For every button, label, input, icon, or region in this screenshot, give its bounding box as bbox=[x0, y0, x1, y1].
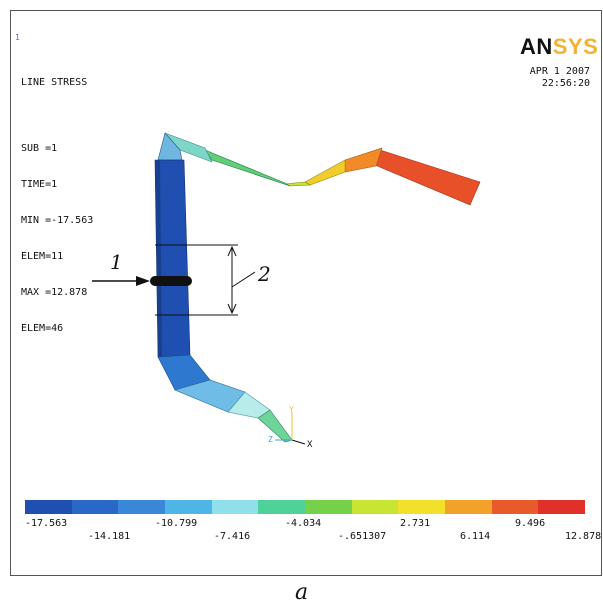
timestamp: APR 1 2007 22:56:20 bbox=[480, 66, 590, 90]
pointer-arrowhead-1 bbox=[136, 276, 150, 286]
legend-swatch bbox=[398, 500, 446, 514]
window-number: 1 bbox=[15, 33, 20, 42]
beam-segment-yellow bbox=[304, 159, 346, 186]
legend-tick-label: 2.731 bbox=[400, 518, 431, 529]
timestamp-time: 22:56:20 bbox=[541, 78, 590, 89]
figure-caption: a bbox=[294, 580, 309, 605]
legend-swatch bbox=[445, 500, 492, 514]
triad-x-axis bbox=[291, 439, 306, 445]
legend-tick-label: 9.496 bbox=[515, 518, 546, 529]
leader-line-2 bbox=[231, 271, 256, 288]
legend-swatch bbox=[491, 500, 539, 514]
legend-swatch bbox=[165, 500, 212, 514]
triad-z-label: Z bbox=[268, 435, 273, 444]
node-marker bbox=[150, 276, 192, 286]
info-min: MIN =-17.563 bbox=[21, 215, 94, 226]
graphics-window bbox=[10, 10, 602, 576]
dimension-arrowhead-top bbox=[227, 245, 237, 257]
legend-tick-label: 12.878 bbox=[565, 531, 602, 542]
beam-vertical-shade bbox=[155, 160, 162, 357]
info-max-elem: ELEM=46 bbox=[21, 323, 64, 334]
legend-swatch bbox=[305, 500, 352, 514]
triad-x-label: X bbox=[307, 440, 313, 450]
legend-tick-label: -4.034 bbox=[285, 518, 322, 529]
annotation-label-2: 2 bbox=[258, 262, 271, 286]
color-legend-bar bbox=[25, 500, 586, 514]
result-info-block: LINE STRESS SUB =1 TIME=1 MIN =-17.563 E… bbox=[21, 53, 93, 347]
logo-part-2: SYS bbox=[552, 34, 599, 59]
dimension-arrowhead-bottom bbox=[227, 303, 237, 315]
beam-segment-orange bbox=[344, 147, 383, 173]
legend-swatch bbox=[71, 500, 119, 514]
info-time: TIME=1 bbox=[21, 179, 58, 190]
legend-swatch bbox=[118, 500, 166, 514]
info-substep: SUB =1 bbox=[21, 143, 58, 154]
triad-y-label: Y bbox=[289, 405, 294, 414]
logo-part-1: AN bbox=[520, 34, 553, 59]
info-min-elem: ELEM=11 bbox=[21, 251, 64, 262]
legend-swatch bbox=[351, 500, 399, 514]
legend-tick-label: 6.114 bbox=[460, 531, 491, 542]
ansys-logo: ANSYS bbox=[520, 34, 598, 60]
legend-swatch bbox=[538, 500, 586, 514]
info-title: LINE STRESS bbox=[21, 77, 88, 88]
beam-segment-green bbox=[204, 149, 291, 187]
legend-tick-label: -17.563 bbox=[25, 518, 68, 529]
legend-tick-label: -14.181 bbox=[88, 531, 131, 542]
legend-swatch bbox=[25, 500, 72, 514]
timestamp-date: APR 1 2007 bbox=[529, 66, 590, 77]
legend-tick-label: -7.416 bbox=[214, 531, 251, 542]
info-max: MAX =12.878 bbox=[21, 287, 88, 298]
legend-tick-label: -.651307 bbox=[338, 531, 387, 542]
legend-swatch bbox=[258, 500, 306, 514]
beam-segment-lightgreen bbox=[257, 409, 293, 443]
legend-tick-label: -10.799 bbox=[155, 518, 198, 529]
legend-swatch bbox=[211, 500, 259, 514]
beam-segment-red bbox=[374, 149, 481, 206]
annotation-label-1: 1 bbox=[110, 250, 123, 274]
